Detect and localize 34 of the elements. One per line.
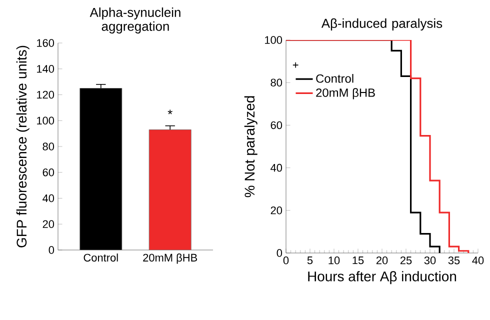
x-axis-title: Hours after Aβ induction [308,271,456,284]
chart-title: Alpha-synuclein aggregation [90,7,180,34]
y-tick-label: 80 [42,142,54,150]
y-tick-label: 40 [42,194,54,202]
x-tick-label: 10 [328,256,340,264]
y-tick-label: 60 [270,121,282,130]
y-tick-label: 120 [37,90,54,99]
y-axis-title: % Not paralyzed [244,96,258,198]
y-tick-label: 160 [37,39,54,47]
x-tick-label: 20mM βHB [143,254,198,264]
x-tick-label: 30 [424,256,436,264]
x-tick-label: Control [84,254,118,262]
y-tick-label: 60 [42,168,54,176]
y-tick-label: 40 [270,164,282,172]
y-tick-label: 140 [37,65,54,73]
x-tick-label: 15 [352,256,364,264]
y-tick-label: 0 [48,246,54,254]
y-tick-label: 100 [265,36,282,44]
y-axis-title: GFP fluorescence (relative units) [16,46,30,248]
x-tick-label: 20 [376,256,388,264]
legend-label: Control [316,74,354,83]
chart-title: Aβ-induced paralysis [321,18,442,30]
legend-label: 20mM βHB [316,88,375,100]
y-tick-label: 100 [37,116,54,125]
x-tick-label: 25 [400,256,412,264]
y-tick-label: 80 [270,78,282,86]
x-tick-label: 35 [448,256,460,264]
x-tick-label: 5 [307,256,313,264]
x-tick-label: 0 [283,256,289,264]
x-tick-label: 40 [472,256,484,264]
y-tick-label: 20 [42,220,54,228]
annotation: * [168,110,172,114]
annotation: + [292,62,298,68]
y-tick-label: 20 [270,206,282,214]
